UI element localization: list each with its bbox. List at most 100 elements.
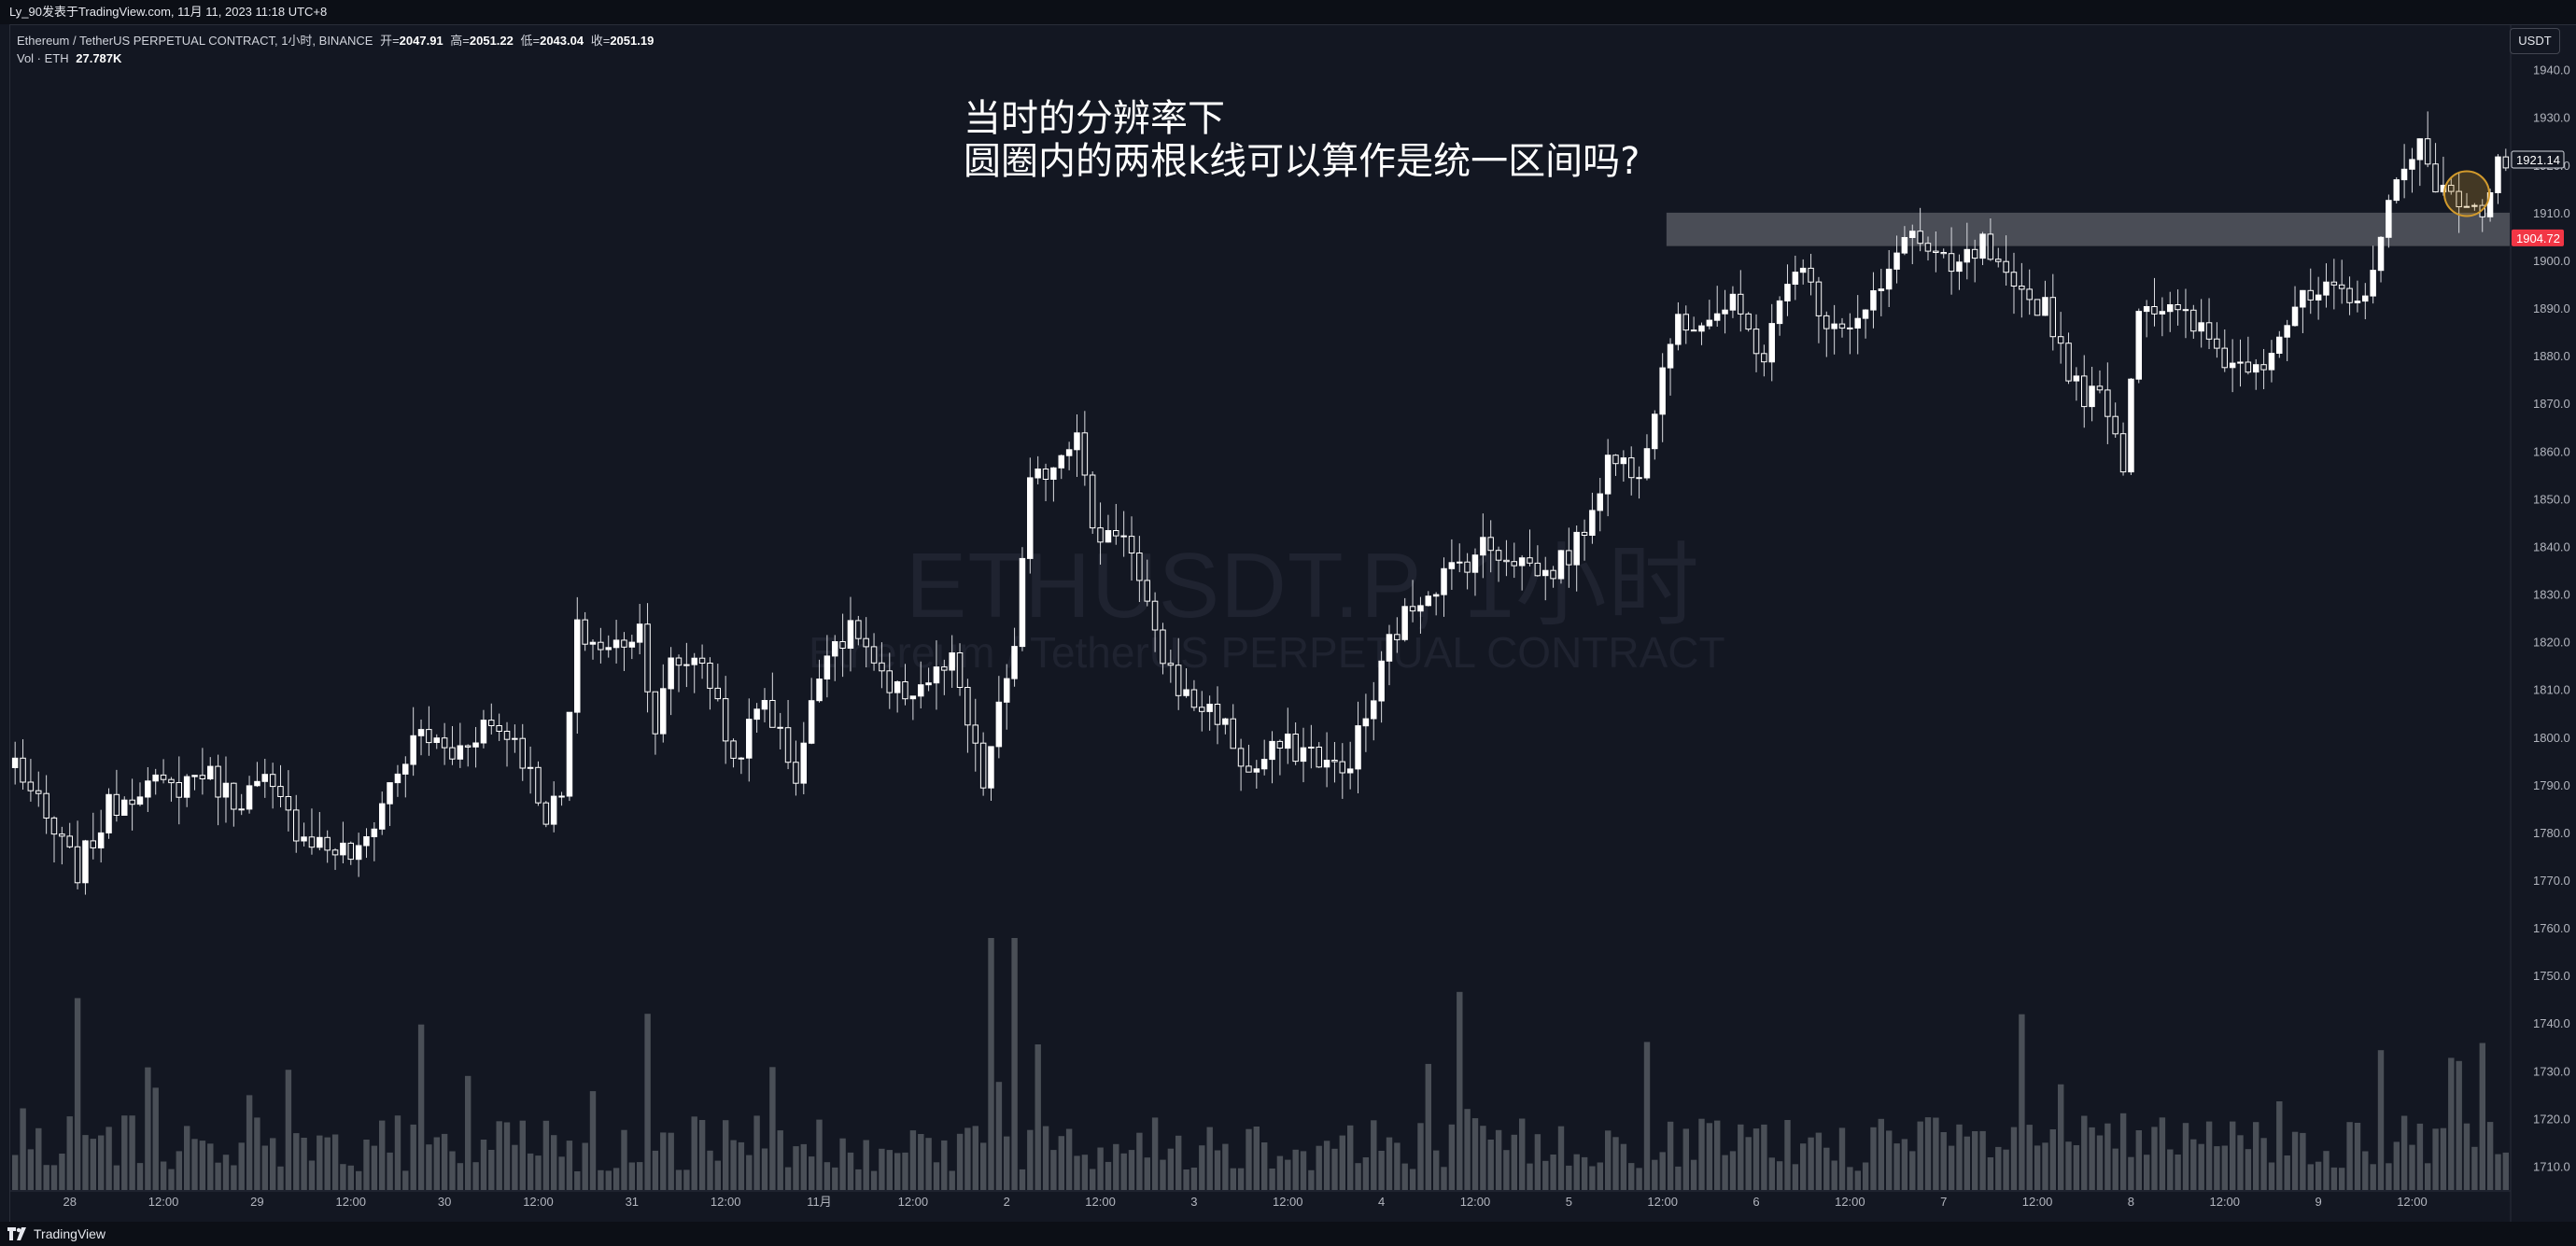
candle-body xyxy=(2386,200,2392,238)
candle-body xyxy=(2065,343,2072,382)
tradingview-logo-icon xyxy=(7,1227,26,1240)
volume-bar xyxy=(933,1162,940,1190)
volume-bar xyxy=(1300,1151,1307,1190)
volume-bar xyxy=(1917,1121,1923,1190)
candle-body xyxy=(870,646,878,664)
price-tick-label: 1830.0 xyxy=(2533,588,2570,602)
candle-body xyxy=(839,641,846,649)
volume-bar xyxy=(379,1120,386,1190)
volume-bar xyxy=(1347,1125,1354,1190)
price-tick-label: 1730.0 xyxy=(2533,1064,2570,1078)
volume-bar xyxy=(1471,1118,1479,1190)
candle-body xyxy=(2502,156,2510,169)
volume-bar xyxy=(402,1170,409,1190)
volume-bar xyxy=(449,1151,456,1190)
tradingview-logo[interactable]: TradingView xyxy=(7,1222,106,1246)
volume-bar xyxy=(1729,1151,1737,1190)
volume-bar xyxy=(777,1130,783,1190)
volume-bar xyxy=(1675,1166,1682,1190)
volume-bar xyxy=(2214,1146,2220,1190)
candle-body xyxy=(1128,536,1135,553)
volume-bar xyxy=(2346,1122,2353,1190)
candle-body xyxy=(2143,306,2150,313)
marker-price-label-bg xyxy=(2511,150,2565,169)
candle-body xyxy=(660,688,667,735)
candle-body xyxy=(1604,455,1612,495)
volume-bar xyxy=(12,1155,19,1190)
candle-body xyxy=(1276,740,1284,749)
volume-bar xyxy=(1285,1159,1291,1190)
candle-body xyxy=(1425,595,1431,607)
volume-bar xyxy=(2089,1127,2095,1190)
volume-bar xyxy=(1534,1134,1541,1190)
candle-body xyxy=(2330,281,2338,286)
candle-body xyxy=(317,836,323,848)
candle-body xyxy=(652,691,659,735)
candle-body xyxy=(199,775,206,780)
price-tick-label: 1840.0 xyxy=(2533,539,2570,553)
volume-bar xyxy=(2042,1142,2048,1190)
candle-body xyxy=(1074,432,1080,451)
candle-body xyxy=(301,836,307,842)
volume-bar xyxy=(1581,1156,1588,1190)
candle-body xyxy=(59,833,65,837)
volume-bar xyxy=(816,1119,823,1190)
volume-legend-row: Vol · ETH 27.787K xyxy=(17,49,657,67)
volume-bar xyxy=(2300,1132,2306,1190)
volume-bar xyxy=(2432,1128,2439,1190)
volume-bar xyxy=(809,1156,815,1190)
candle-body xyxy=(1979,233,1986,259)
volume-value: 27.787K xyxy=(76,51,122,65)
candle-body xyxy=(1027,477,1034,559)
volume-bar xyxy=(2081,1115,2088,1190)
volume-bar xyxy=(1706,1123,1713,1190)
candle-body xyxy=(1417,605,1424,612)
candle-body xyxy=(1464,561,1471,573)
candle-body xyxy=(347,842,354,861)
volume-bar xyxy=(2448,1057,2455,1190)
candle-body xyxy=(160,774,167,780)
volume-bar xyxy=(542,1120,550,1190)
volume-bar xyxy=(1987,1157,1994,1190)
candle-body xyxy=(918,684,924,697)
candle-body xyxy=(1011,646,1018,679)
candle-body xyxy=(363,836,370,847)
candle-body xyxy=(1120,535,1127,538)
volume-bar xyxy=(1722,1155,1728,1190)
candle-body xyxy=(43,792,49,819)
currency-button[interactable]: USDT xyxy=(2510,28,2560,54)
candle-body xyxy=(855,620,862,639)
volume-bar xyxy=(417,1024,425,1190)
volume-bar xyxy=(1940,1132,1947,1190)
volume-bar xyxy=(1542,1160,1549,1190)
volume-bar xyxy=(1151,1117,1159,1190)
chart-frame[interactable] xyxy=(9,24,2576,1223)
candle-body xyxy=(2463,205,2470,208)
volume-bar xyxy=(1128,1150,1135,1190)
candle-body xyxy=(269,774,276,788)
candle-body xyxy=(1948,253,1955,273)
volume-bar xyxy=(652,1150,659,1190)
candle-body xyxy=(2291,306,2299,327)
highlight-circle xyxy=(2443,170,2491,217)
candle-body xyxy=(2057,336,2064,344)
candle-body xyxy=(2019,286,2025,290)
candle-body xyxy=(925,682,932,686)
volume-bar xyxy=(59,1154,65,1190)
volume-bar xyxy=(261,1145,268,1190)
candle-body xyxy=(2089,385,2095,408)
candle-body xyxy=(1495,550,1502,561)
candle-body xyxy=(941,666,948,671)
candle-body xyxy=(1308,747,1315,749)
volume-bar xyxy=(2112,1148,2119,1190)
volume-bar xyxy=(1924,1117,1932,1190)
candle-body xyxy=(1300,747,1307,763)
volume-bar xyxy=(1136,1132,1143,1190)
volume-bar xyxy=(1620,1143,1627,1190)
candle-body xyxy=(480,720,487,744)
candle-body xyxy=(746,719,753,759)
candle-body xyxy=(2495,156,2501,194)
volume-bar xyxy=(2144,1155,2150,1190)
candle-body xyxy=(1206,704,1213,712)
